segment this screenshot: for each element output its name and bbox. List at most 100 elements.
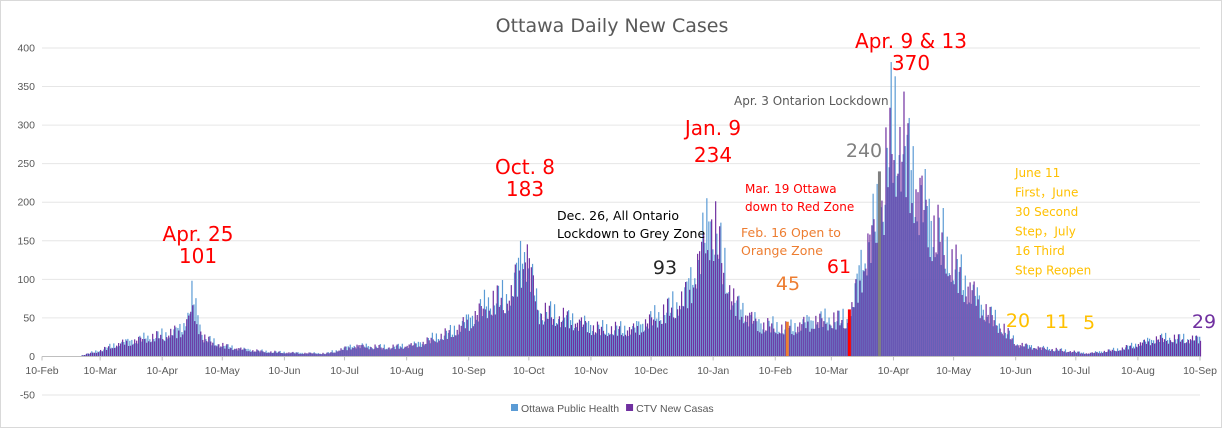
bar	[412, 345, 414, 357]
bar	[1014, 345, 1016, 357]
bar	[240, 347, 242, 357]
bar	[945, 273, 947, 357]
bar	[630, 329, 633, 357]
bar	[467, 314, 470, 357]
y-tick-label: 300	[17, 120, 35, 132]
bar	[628, 327, 631, 357]
bar	[361, 343, 363, 357]
bar	[568, 328, 571, 357]
bar	[188, 315, 190, 357]
annotation-oct8: Oct. 8 183	[495, 155, 555, 201]
bar	[644, 330, 646, 357]
bar	[373, 348, 375, 357]
bar	[1058, 350, 1061, 357]
bar	[456, 329, 458, 357]
bar	[221, 346, 223, 357]
bar	[808, 316, 810, 357]
bar	[1109, 350, 1111, 357]
bar	[880, 207, 882, 357]
bar	[919, 177, 921, 357]
bar	[628, 336, 630, 357]
bar	[683, 306, 685, 357]
bar	[385, 348, 387, 357]
bar	[525, 281, 528, 357]
bar	[624, 325, 626, 357]
bar	[882, 221, 884, 357]
bar	[81, 355, 84, 357]
bar	[1021, 342, 1023, 357]
bar	[231, 345, 233, 357]
bar	[439, 339, 441, 357]
bar	[570, 325, 573, 357]
bar	[807, 321, 809, 357]
bar	[753, 320, 755, 357]
x-axis-ticks: 10-Feb 10-Mar 10-Apr 10-May 10-Jun 10-Jul 10-A…	[25, 356, 1217, 377]
bar	[116, 345, 118, 357]
annotation-line: Apr. 9 & 13	[855, 29, 967, 53]
bar	[604, 333, 606, 357]
bar	[825, 323, 827, 357]
bar	[944, 268, 946, 357]
annotation-v11: 11	[1045, 311, 1069, 333]
bar	[1183, 343, 1186, 357]
bar	[948, 273, 950, 357]
bar	[102, 351, 104, 357]
bar	[550, 317, 552, 357]
bar	[341, 349, 343, 357]
bar	[422, 341, 424, 357]
bar	[137, 343, 139, 357]
bar	[150, 342, 152, 357]
bar	[638, 321, 640, 357]
bar	[716, 233, 718, 357]
bar	[687, 308, 689, 357]
bar	[1141, 345, 1143, 357]
bar	[381, 349, 383, 357]
bar	[731, 301, 733, 357]
bar	[329, 352, 331, 357]
bar	[511, 295, 514, 357]
x-tick-label: 10-Dec	[634, 365, 668, 377]
bar	[1090, 352, 1093, 357]
bar	[592, 325, 595, 357]
bar	[95, 350, 97, 357]
bar	[159, 338, 161, 357]
bar	[1032, 348, 1035, 357]
bar	[638, 334, 641, 357]
bar	[1098, 351, 1101, 357]
bar	[630, 334, 632, 357]
bar	[355, 348, 357, 357]
bar	[1084, 353, 1087, 357]
x-tick-label: 10-Jun	[268, 365, 300, 377]
bar	[672, 317, 675, 357]
bar	[175, 327, 177, 357]
bar	[105, 347, 107, 357]
x-tick-label: 10-Oct	[513, 365, 545, 377]
bar	[160, 334, 162, 357]
bar	[1161, 333, 1163, 357]
bar	[1155, 336, 1158, 357]
annotation-line: Step，July	[1015, 225, 1076, 239]
bar	[991, 315, 993, 357]
bar	[875, 242, 877, 357]
bar	[469, 317, 472, 357]
bar	[723, 272, 725, 357]
y-tick-label: 250	[17, 158, 35, 170]
bar	[582, 326, 584, 357]
bar	[824, 308, 826, 357]
bar	[245, 349, 247, 357]
bar	[743, 323, 745, 357]
bar	[733, 288, 735, 357]
bar	[161, 328, 163, 357]
bar	[1053, 351, 1055, 357]
bar	[205, 339, 207, 357]
legend-swatch-1	[626, 404, 634, 411]
bar	[881, 200, 883, 357]
bar	[258, 350, 260, 357]
bar	[1000, 332, 1002, 357]
bar	[684, 287, 686, 357]
bar	[1044, 349, 1047, 357]
bar	[992, 326, 994, 357]
bar	[1059, 348, 1061, 357]
annotation-line: Lockdown to Grey Zone	[557, 226, 705, 241]
bar	[208, 336, 210, 357]
